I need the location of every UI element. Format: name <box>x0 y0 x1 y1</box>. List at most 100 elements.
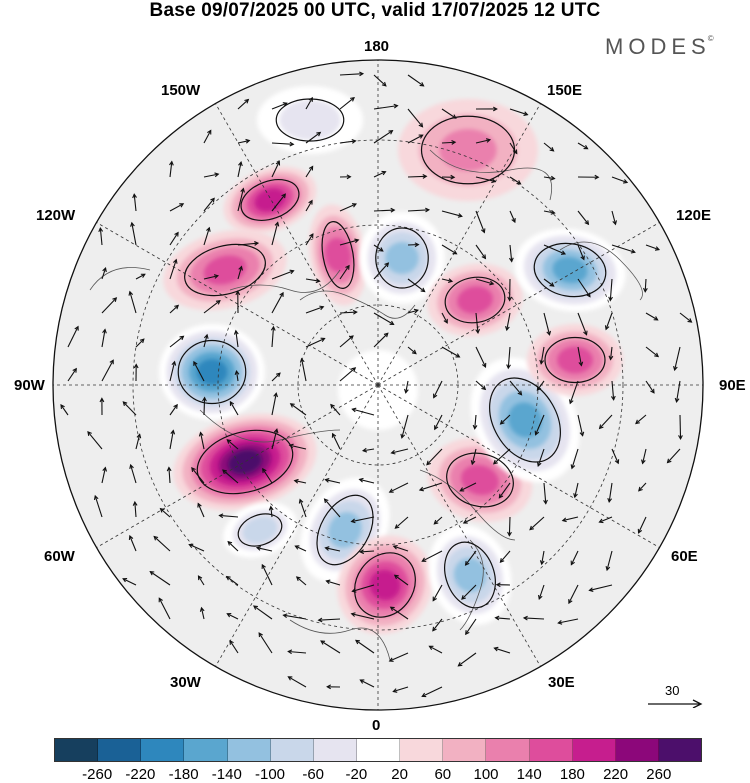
wind-arrow <box>339 96 355 110</box>
wind-arrow <box>101 266 107 280</box>
wind-arrow <box>392 686 409 693</box>
wind-arrow <box>133 363 139 382</box>
colorbar-tick-label: 60 <box>434 766 452 783</box>
wind-arrow <box>101 466 108 484</box>
wind-arrow <box>543 175 556 181</box>
wind-arrow <box>604 312 613 331</box>
meridian-line <box>96 384 379 548</box>
wind-arrow <box>611 244 636 254</box>
wind-arrow <box>359 549 375 555</box>
wind-arrow <box>543 278 555 287</box>
wind-arrow <box>229 400 239 416</box>
wind-arrow <box>638 482 647 492</box>
wind-arrow <box>271 392 278 416</box>
wind-arrow <box>475 210 486 234</box>
height-contour <box>316 494 374 566</box>
wind-arrow <box>598 414 613 430</box>
wind-arrow <box>475 346 487 368</box>
wind-arrow <box>237 98 250 110</box>
wind-arrow <box>252 605 273 620</box>
wind-arrow <box>393 574 409 586</box>
colorbar-tick-label: -20 <box>345 766 368 783</box>
wind-arrow <box>441 140 457 145</box>
height-contour <box>375 227 429 289</box>
wind-arrow <box>373 262 390 280</box>
wind-arrow <box>67 325 79 348</box>
wind-arrow <box>645 244 661 251</box>
wind-arrow <box>557 618 579 625</box>
wind-arrow <box>588 584 613 592</box>
wind-arrow <box>294 545 307 552</box>
wind-arrow <box>388 482 409 493</box>
wind-arrow <box>271 102 288 110</box>
wind-arrow <box>373 170 387 178</box>
wind-arrow <box>459 482 477 492</box>
wind-arrow <box>339 71 365 77</box>
wind-arrow <box>169 335 185 348</box>
wind-arrow <box>543 312 552 336</box>
height-contour <box>544 336 606 384</box>
wind-arrow <box>407 278 426 293</box>
wind-arrow <box>506 346 511 370</box>
wind-arrow <box>237 138 251 144</box>
reference-vector-label: 30 <box>665 683 680 698</box>
wind-arrow <box>611 176 629 184</box>
wind-arrow <box>331 432 341 450</box>
wind-arrow <box>577 346 584 367</box>
wind-arrow <box>320 640 341 654</box>
wind-vectors <box>60 71 693 698</box>
wind-arrow <box>169 360 177 382</box>
wind-arrow <box>543 210 556 215</box>
wind-arrow <box>199 606 205 620</box>
reference-vector-arrow <box>648 699 703 708</box>
coastline <box>459 539 484 631</box>
wind-arrow <box>350 516 375 524</box>
wind-arrow <box>475 176 497 184</box>
wind-arrow <box>573 482 579 499</box>
map-title: Base 09/07/2025 00 UTC, valid 17/07/2025… <box>149 0 601 21</box>
wind-arrow <box>577 244 585 261</box>
anomaly-contour-fill <box>369 569 401 601</box>
colorbar-swatch <box>55 739 99 761</box>
wind-arrow <box>464 550 477 566</box>
wind-arrow <box>326 684 341 690</box>
wind-arrow <box>135 433 142 450</box>
lon-label-30e: 30E <box>548 674 575 691</box>
colorbar-swatch <box>270 739 314 761</box>
colorbar-swatch <box>658 739 702 761</box>
anomaly-contour-fill <box>203 255 247 285</box>
wind-arrow <box>153 535 171 552</box>
wind-arrow <box>237 241 260 246</box>
wind-arrow <box>305 233 314 246</box>
colorbar-swatch <box>400 739 444 761</box>
wind-arrow <box>203 333 209 348</box>
colorbar-swatch <box>313 739 357 761</box>
wind-arrow <box>132 193 137 212</box>
wind-arrow <box>226 439 239 450</box>
wind-arrow <box>169 304 180 314</box>
wind-arrow <box>577 142 589 150</box>
colorbar-swatch <box>572 739 616 761</box>
wind-arrow <box>339 203 358 212</box>
wind-arrow <box>188 543 205 552</box>
wind-arrow <box>354 639 375 654</box>
wind-arrow <box>255 546 273 552</box>
wind-arrow <box>509 142 518 155</box>
wind-arrow <box>198 431 205 450</box>
wind-arrow <box>203 197 215 212</box>
wind-arrow <box>373 130 394 144</box>
wind-arrow <box>645 346 660 358</box>
wind-arrow <box>317 617 341 623</box>
wind-arrow <box>324 478 341 484</box>
wind-arrow <box>441 312 448 324</box>
wind-arrow <box>191 467 205 484</box>
wind-arrow <box>234 369 240 382</box>
wind-arrow <box>128 534 137 552</box>
lon-label-60w: 60W <box>44 548 75 565</box>
wind-arrow <box>128 290 137 314</box>
wind-arrow <box>441 174 456 180</box>
wind-arrow <box>394 516 409 529</box>
wind-arrow <box>130 221 137 246</box>
wind-arrow <box>233 329 239 348</box>
wind-arrow <box>135 273 146 280</box>
